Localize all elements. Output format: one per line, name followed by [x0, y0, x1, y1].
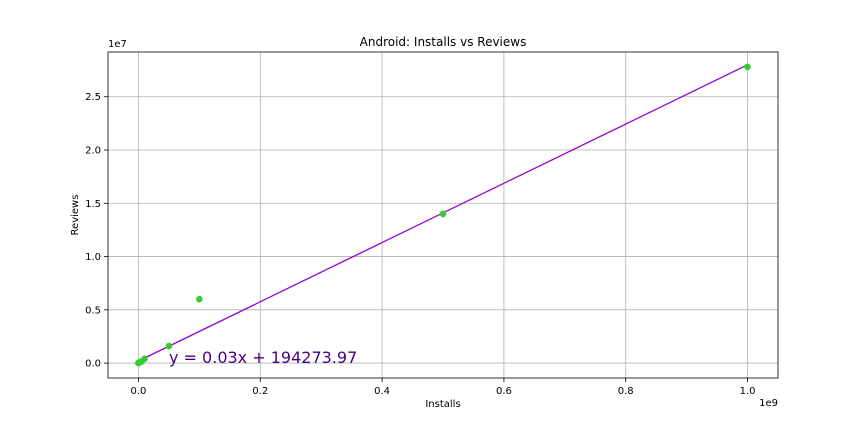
- x-tick-label: 0.0: [131, 386, 147, 397]
- y-tick-label: 2.0: [85, 146, 101, 157]
- y-axis-offset-label: 1e7: [108, 39, 127, 50]
- x-axis-label: Installs: [425, 399, 460, 410]
- y-tick-label: 1.0: [85, 252, 101, 263]
- y-tick-label: 0.0: [85, 359, 101, 370]
- scatter-point: [196, 295, 203, 303]
- x-axis-offset-label: 1e9: [759, 398, 778, 409]
- y-axis-label: Reviews: [70, 195, 81, 236]
- scatter-point: [439, 210, 447, 218]
- y-tick-label: 2.5: [85, 92, 101, 103]
- x-tick-label: 0.6: [496, 386, 512, 397]
- x-tick-label: 0.8: [618, 386, 634, 397]
- scatter-point: [165, 342, 173, 350]
- grid: [108, 52, 778, 378]
- y-tick-label: 1.5: [85, 199, 101, 210]
- x-tick-label: 0.2: [252, 386, 268, 397]
- chart-title: Android: Installs vs Reviews: [360, 35, 527, 49]
- x-tick-label: 1.0: [740, 386, 756, 397]
- x-tick-label: 0.4: [374, 386, 390, 397]
- plot-frame: [107, 51, 779, 379]
- fit-equation: y = 0.03x + 194273.97: [169, 348, 357, 367]
- y-tick-label: 0.5: [85, 305, 101, 316]
- scatter-point: [744, 63, 751, 71]
- axis-ticks: 0.0 0.2 0.4 0.6 0.8 1.0 0.0 0.5 1.0 1.5 2.0 2.5: [85, 92, 755, 397]
- scatter-point: [141, 355, 148, 363]
- scatter-points: [135, 63, 751, 367]
